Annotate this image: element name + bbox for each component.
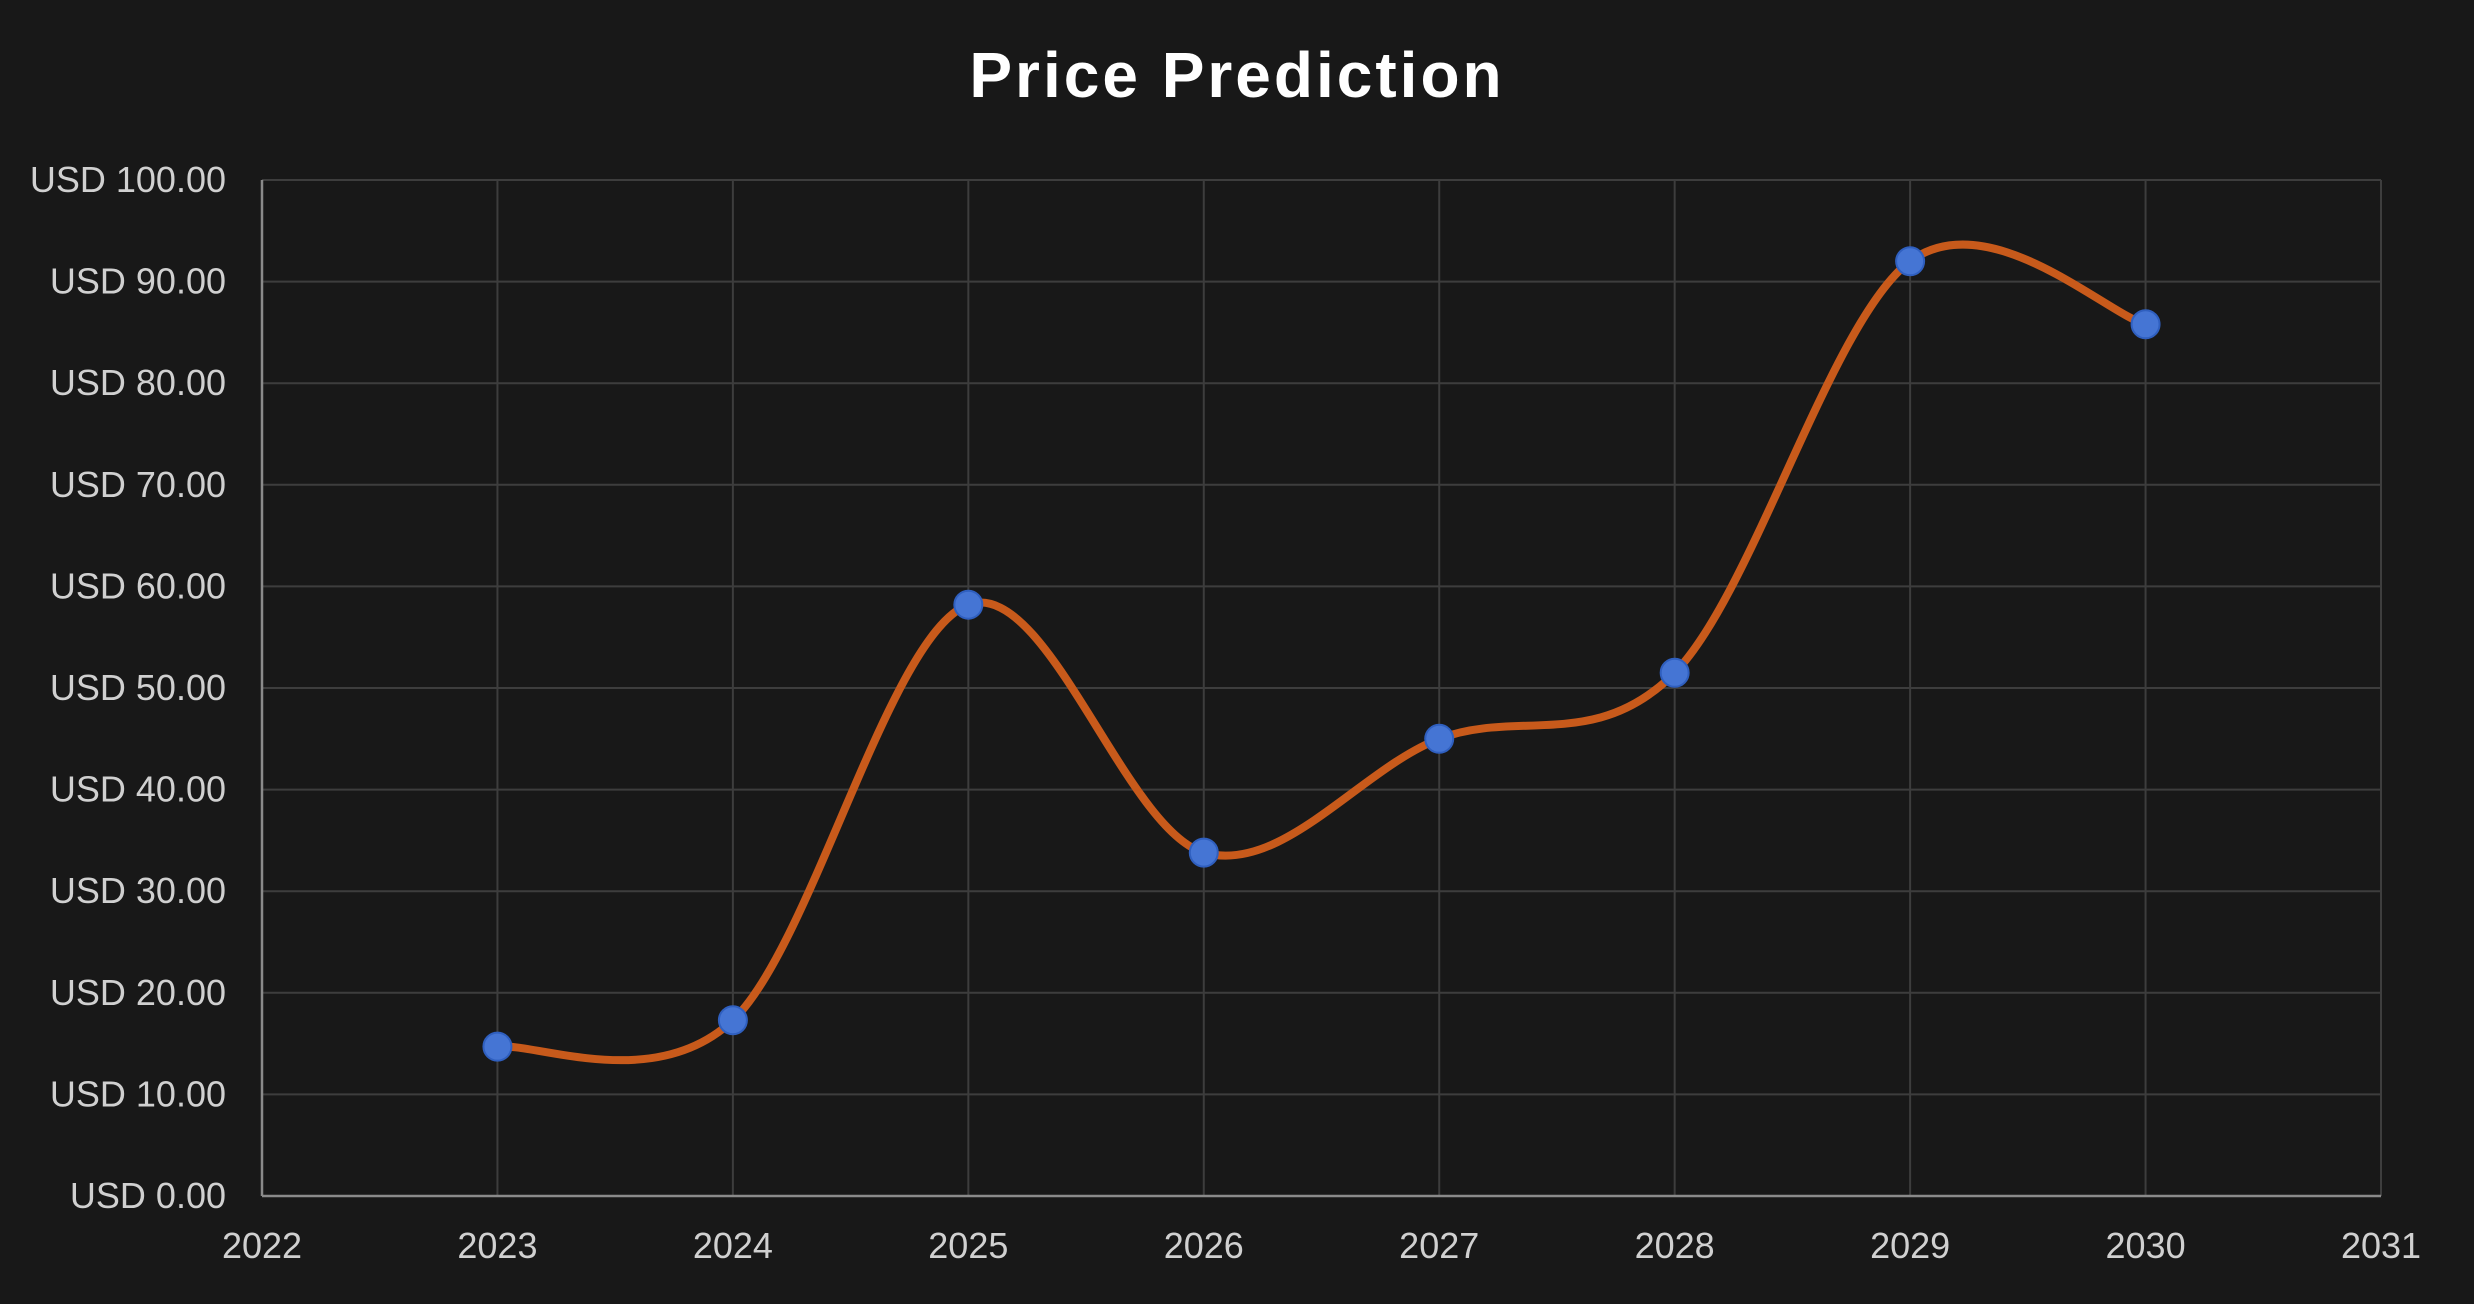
data-point bbox=[482, 1031, 513, 1062]
series-line bbox=[493, 240, 2150, 1065]
x-tick-label: 2030 bbox=[2106, 1225, 2186, 1266]
y-tick-label: USD 100.00 bbox=[30, 159, 226, 200]
x-tick-labels: 2022 2023 2024 2025 2026 2027 2028 2029 2030 2031 bbox=[222, 1225, 2421, 1266]
data-point bbox=[717, 1005, 748, 1036]
x-tick-label: 2025 bbox=[928, 1225, 1008, 1266]
x-tick-label: 2031 bbox=[2341, 1225, 2421, 1266]
series bbox=[482, 240, 2161, 1065]
data-point bbox=[2130, 309, 2161, 340]
x-tick-label: 2027 bbox=[1399, 1225, 1479, 1266]
x-tick-label: 2028 bbox=[1635, 1225, 1715, 1266]
data-point bbox=[1424, 723, 1455, 754]
y-tick-label: USD 60.00 bbox=[50, 565, 226, 606]
x-tick-label: 2024 bbox=[693, 1225, 773, 1266]
grid bbox=[262, 179, 2382, 1196]
y-tick-label: USD 70.00 bbox=[50, 464, 226, 505]
data-point bbox=[1895, 246, 1926, 277]
y-tick-label: USD 80.00 bbox=[50, 362, 226, 403]
y-tick-label: USD 40.00 bbox=[50, 769, 226, 810]
y-tick-label: USD 0.00 bbox=[70, 1175, 226, 1216]
data-point bbox=[953, 589, 984, 620]
axes bbox=[260, 180, 2381, 1198]
data-point bbox=[1188, 837, 1219, 868]
x-tick-label: 2029 bbox=[1870, 1225, 1950, 1266]
y-tick-label: USD 10.00 bbox=[50, 1073, 226, 1114]
chart-title: Price Prediction bbox=[969, 39, 1505, 111]
y-tick-labels: USD 0.00 USD 10.00 USD 20.00 USD 30.00 USD 4… bbox=[30, 159, 226, 1216]
y-tick-label: USD 20.00 bbox=[50, 972, 226, 1013]
x-tick-label: 2022 bbox=[222, 1225, 302, 1266]
x-tick-label: 2023 bbox=[457, 1225, 537, 1266]
x-tick-label: 2026 bbox=[1164, 1225, 1244, 1266]
y-tick-label: USD 90.00 bbox=[50, 261, 226, 302]
data-point bbox=[1659, 657, 1690, 688]
y-tick-label: USD 30.00 bbox=[50, 870, 226, 911]
y-tick-label: USD 50.00 bbox=[50, 667, 226, 708]
